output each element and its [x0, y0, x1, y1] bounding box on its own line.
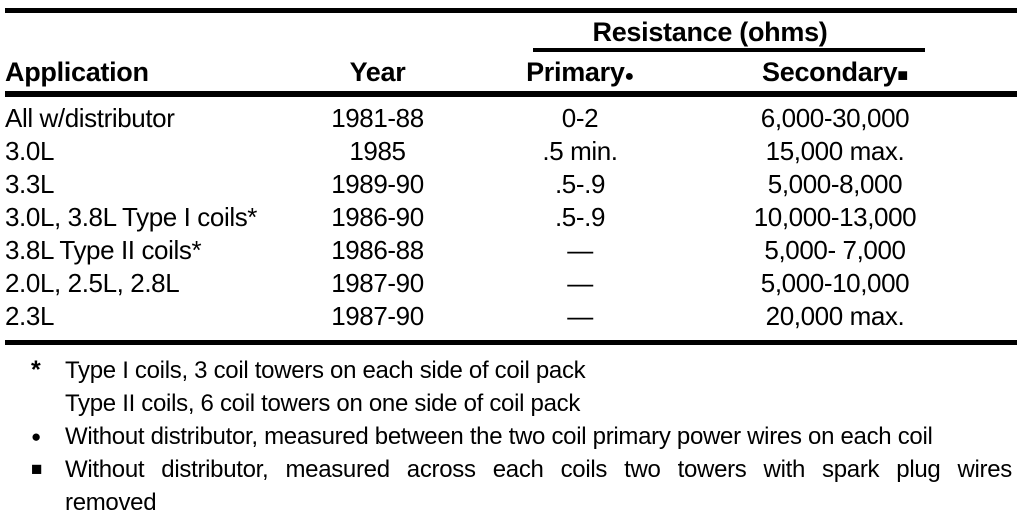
column-header-row: Application Year Primary● Secondary■ — [5, 51, 1024, 91]
cell-year: 1986-90 — [331, 202, 424, 232]
column-header-year: Year — [349, 57, 406, 87]
filled-square-marker-icon: ■ — [31, 459, 43, 480]
top-rule — [5, 8, 1017, 13]
cell-year: 1981-88 — [331, 103, 424, 133]
table-body: All w/distributor 1981-88 0-2 6,000-30,0… — [5, 97, 1024, 333]
table-row: 3.0L, 3.8L Type I coils* 1986-90 .5-.9 1… — [5, 201, 1024, 234]
cell-secondary: 6,000-30,000 — [760, 103, 910, 133]
footnotes: * Type I coils, 3 coil towers on each si… — [5, 354, 1024, 518]
cell-application: 3.3L — [5, 169, 55, 199]
column-header-primary: Primary● — [526, 57, 635, 87]
column-header-application: Application — [5, 57, 149, 87]
footnote-text: Type I coils, 3 coil towers on each side… — [65, 357, 586, 384]
cell-secondary: 5,000- 7,000 — [764, 235, 906, 265]
table-row: All w/distributor 1981-88 0-2 6,000-30,0… — [5, 102, 1024, 135]
cell-year: 1987-90 — [331, 268, 424, 298]
table-row: 3.8L Type II coils* 1986-88 — 5,000- 7,0… — [5, 234, 1024, 267]
cell-secondary: 5,000-8,000 — [767, 169, 903, 199]
footnote-type-coils-line2: Type II coils, 6 coil towers on one side… — [5, 387, 1024, 420]
cell-application: 3.0L, 3.8L Type I coils* — [5, 202, 258, 232]
table-row: 2.0L, 2.5L, 2.8L 1987-90 — 5,000-10,000 — [5, 267, 1024, 300]
cell-year: 1987-90 — [331, 301, 424, 331]
cell-application: 2.0L, 2.5L, 2.8L — [5, 268, 180, 298]
footnote-text: Without distributor, measured across eac… — [65, 453, 1012, 518]
cell-application: 3.8L Type II coils* — [5, 235, 202, 265]
cell-primary: .5-.9 — [554, 202, 606, 232]
footnote-text: Type II coils, 6 coil towers on one side… — [65, 390, 581, 417]
footnote-secondary-measurement: ■ Without distributor, measured across e… — [5, 453, 1024, 518]
column-header-secondary: Secondary■ — [762, 57, 908, 87]
cell-secondary: 20,000 max. — [765, 301, 905, 331]
table-row: 3.0L 1985 .5 min. 15,000 max. — [5, 135, 1024, 168]
cell-secondary: 5,000-10,000 — [760, 268, 910, 298]
cell-primary: — — [567, 235, 593, 265]
filled-square-icon: ■ — [897, 65, 908, 85]
header-rule — [5, 91, 1017, 97]
cell-application: 3.0L — [5, 136, 55, 166]
resistance-group-header-row: Resistance (ohms) — [5, 13, 1024, 52]
cell-application: 2.3L — [5, 301, 55, 331]
footnote-primary-measurement: ● Without distributor, measured between … — [5, 420, 1024, 453]
empty-marker — [5, 387, 65, 420]
cell-secondary: 15,000 max. — [765, 136, 905, 166]
resistance-group-header: Resistance (ohms) — [592, 17, 828, 47]
cell-secondary: 10,000-13,000 — [753, 202, 917, 232]
spec-table-page: Resistance (ohms) Application Year Prima… — [0, 8, 1024, 518]
cell-primary: .5 min. — [542, 136, 618, 166]
cell-application: All w/distributor — [5, 103, 175, 133]
filled-circle-marker-icon: ● — [31, 427, 41, 446]
table-row: 3.3L 1989-90 .5-.9 5,000-8,000 — [5, 168, 1024, 201]
cell-year: 1986-88 — [331, 235, 424, 265]
footnote-line: Without distributor, measured across eac… — [65, 456, 1012, 483]
bottom-rule — [5, 340, 1017, 345]
cell-year: 1985 — [349, 136, 406, 166]
cell-primary: — — [567, 268, 593, 298]
cell-primary: — — [567, 301, 593, 331]
footnote-text: Without distributor, measured between th… — [65, 423, 933, 450]
cell-year: 1989-90 — [331, 169, 424, 199]
filled-circle-icon: ● — [624, 68, 635, 85]
footnote-type-coils-line1: * Type I coils, 3 coil towers on each si… — [5, 354, 1024, 387]
cell-primary: 0-2 — [561, 103, 599, 133]
resistance-group-underline — [533, 48, 925, 52]
asterisk-marker-icon: * — [31, 356, 41, 384]
footnote-line: removed — [65, 489, 157, 516]
cell-primary: .5-.9 — [554, 169, 606, 199]
table-row: 2.3L 1987-90 — 20,000 max. — [5, 300, 1024, 333]
